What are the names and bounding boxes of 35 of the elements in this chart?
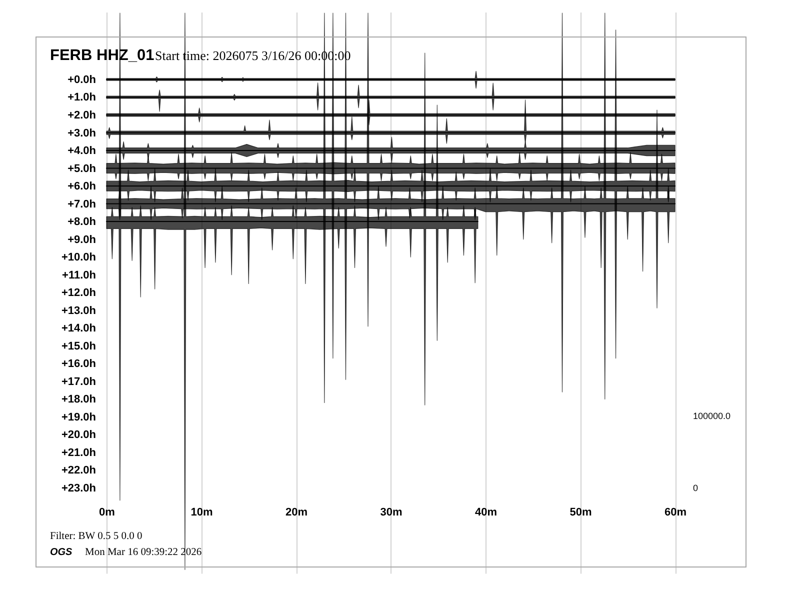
y-tick-label: +8.0h xyxy=(68,216,96,228)
text: 100000.0 xyxy=(693,411,731,421)
y-tick-label: +19.0h xyxy=(61,411,96,424)
y-tick-label: +0.0h xyxy=(68,74,96,86)
y-tick-label: +21.0h xyxy=(61,446,96,459)
y-tick-label: +5.0h xyxy=(68,162,96,175)
y-tick-label: +20.0h xyxy=(61,429,96,442)
x-tick-label: 50m xyxy=(570,506,592,519)
text: 0 xyxy=(693,483,698,493)
y-tick-label: +16.0h xyxy=(61,358,96,370)
x-tick-label: 30m xyxy=(380,506,402,519)
y-tick-label: +15.0h xyxy=(61,340,96,352)
y-tick-label: +11.0h xyxy=(62,269,96,282)
y-tick-label: +22.0h xyxy=(61,464,96,477)
y-tick-label: +10.0h xyxy=(61,252,96,264)
y-tick-label: +3.0h xyxy=(68,127,96,140)
y-tick-label: +14.0h xyxy=(61,322,96,335)
y-tick-label: +18.0h xyxy=(61,394,96,406)
y-tick-label: +1.0h xyxy=(68,92,96,104)
x-tick-label: 10m xyxy=(190,506,213,519)
x-tick-label: 60m xyxy=(664,506,687,519)
y-tick-label: +7.0h xyxy=(68,198,96,210)
y-tick-label: +12.0h xyxy=(61,287,96,300)
y-tick-label: +17.0h xyxy=(61,376,96,388)
y-tick-label: +6.0h xyxy=(68,180,96,193)
x-tick-label: 40m xyxy=(474,506,498,519)
x-tick-label: 0m xyxy=(99,506,116,519)
text: OGS xyxy=(50,547,73,558)
annotation: Filter: BW 0.5 5 0.0 0 xyxy=(50,531,142,542)
x-tick-label: 20m xyxy=(285,506,308,519)
y-tick-label: +9.0h xyxy=(68,234,96,246)
y-tick-label: +4.0h xyxy=(68,145,96,158)
y-tick-label: +23.0h xyxy=(61,482,96,494)
y-tick-label: +2.0h xyxy=(68,110,96,122)
y-tick-label: +13.0h xyxy=(61,304,96,317)
